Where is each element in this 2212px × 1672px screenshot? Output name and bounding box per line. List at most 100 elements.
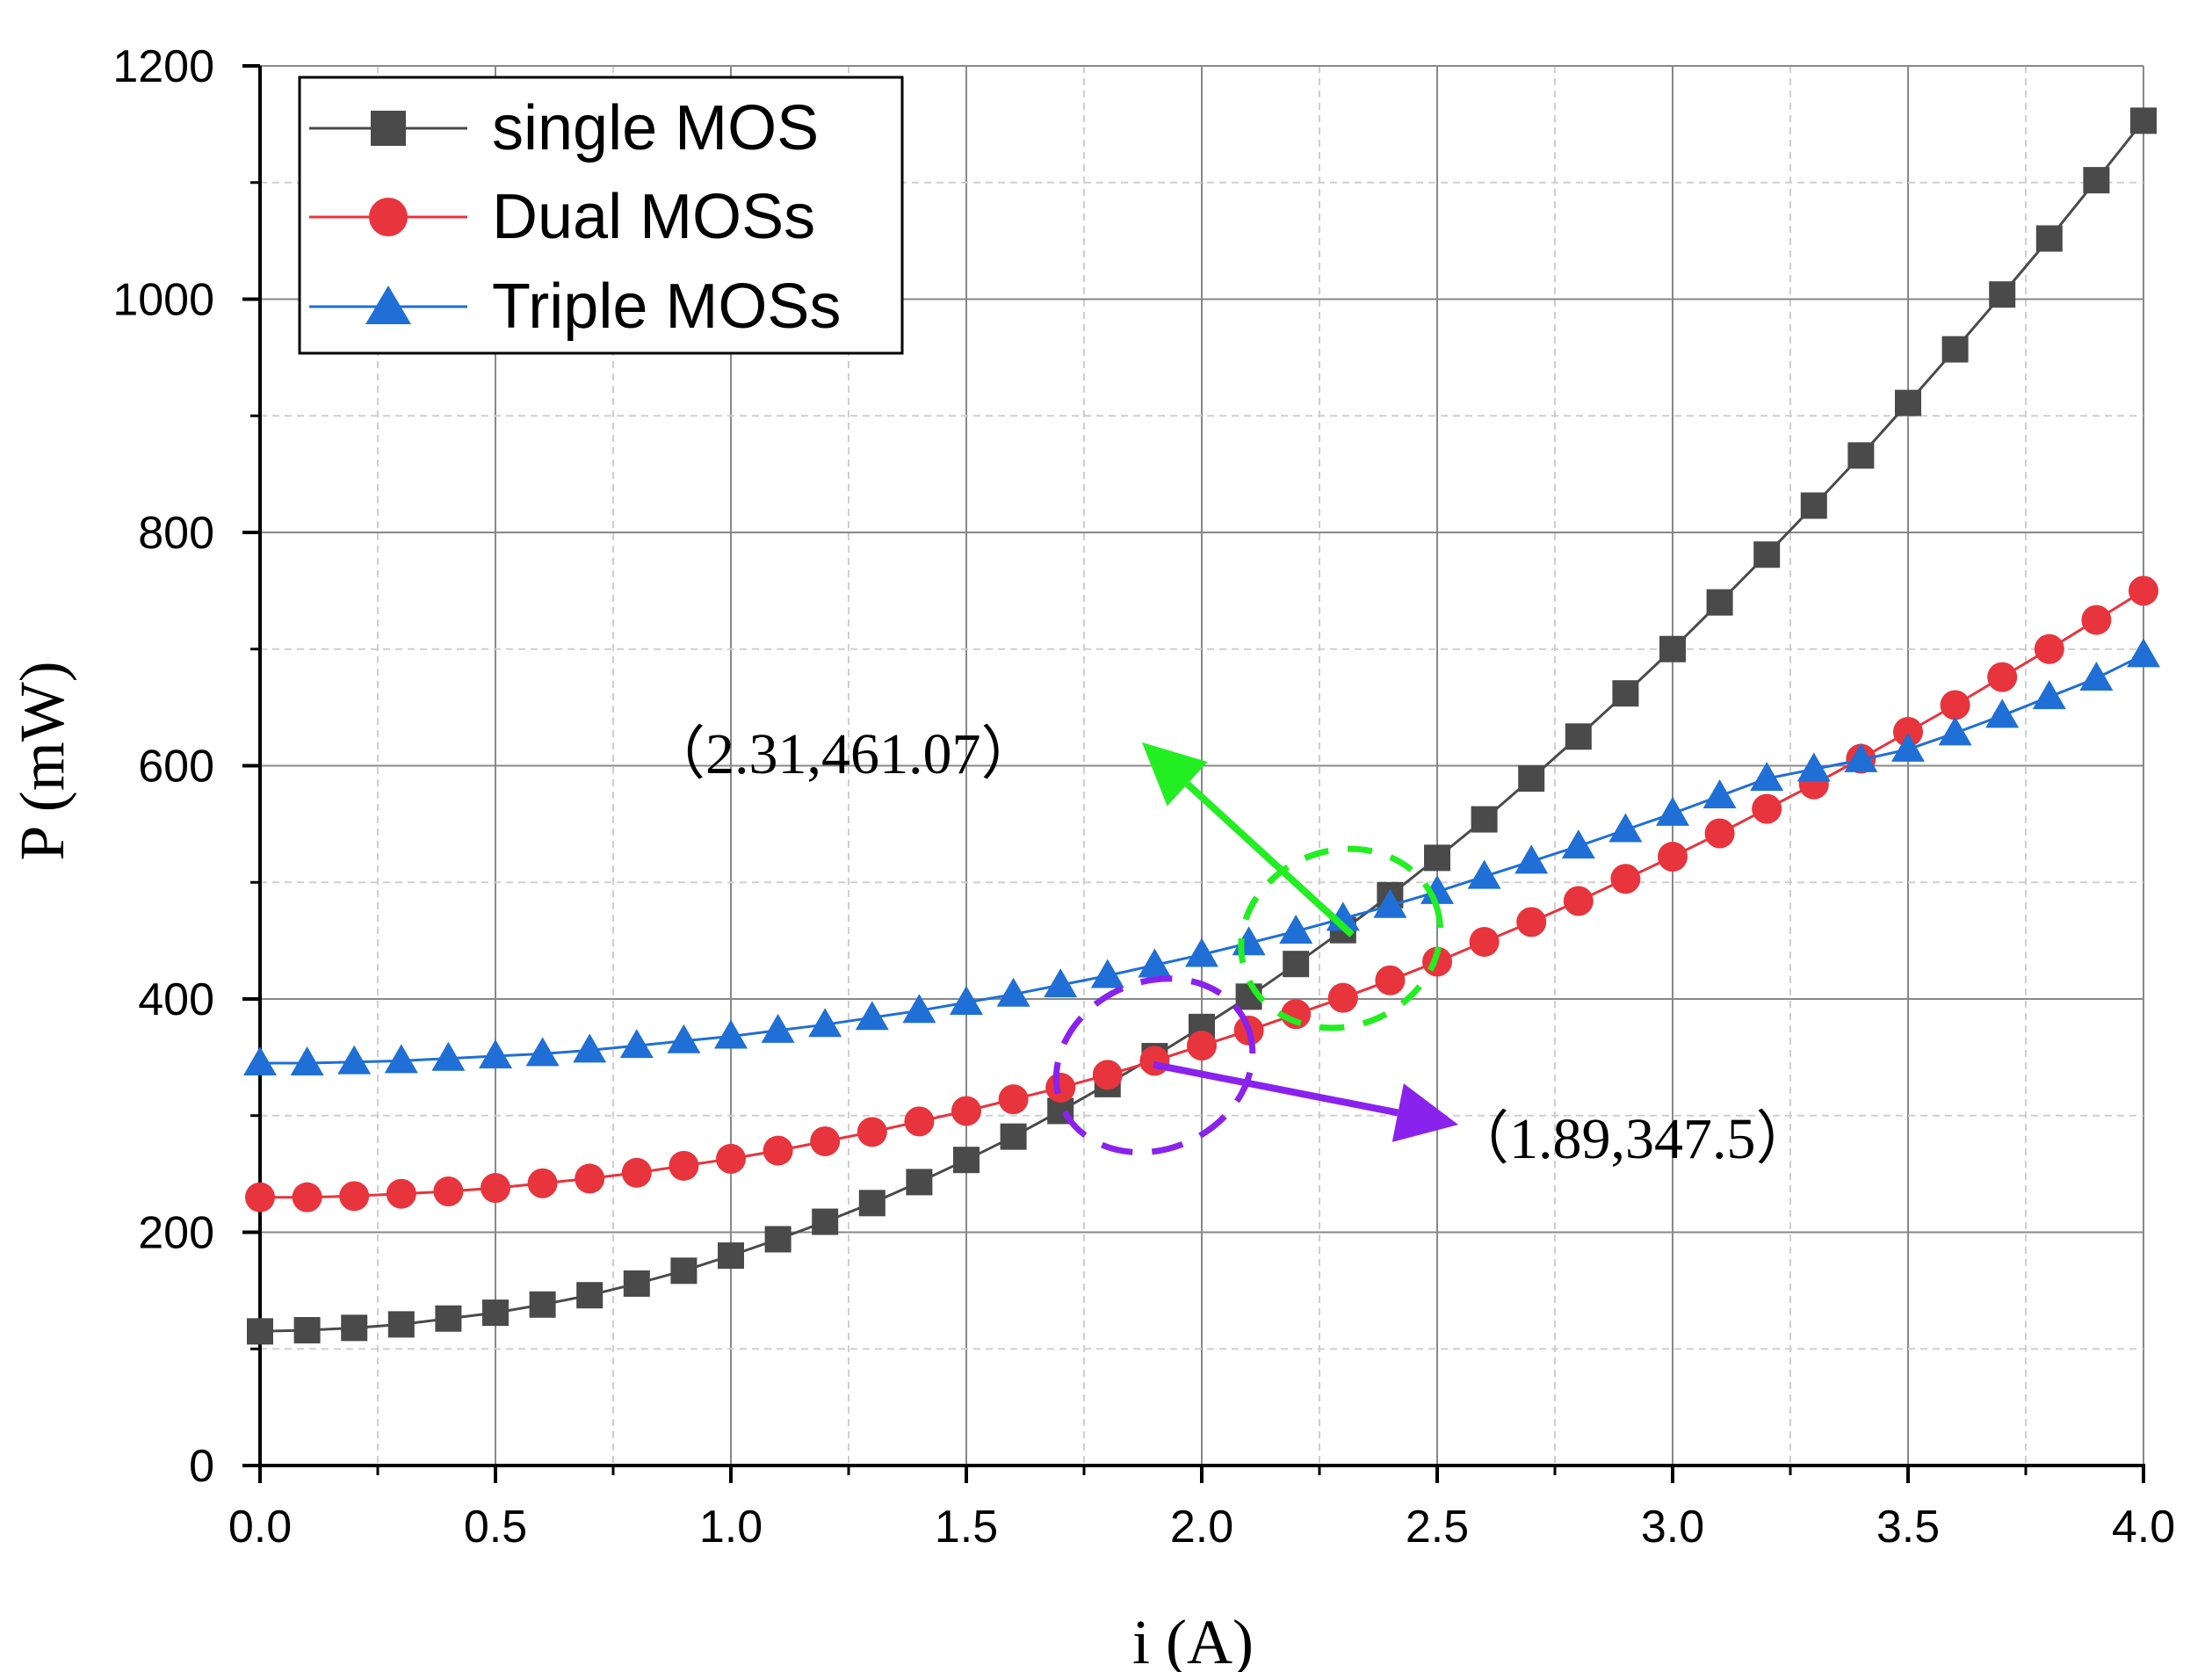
y-tick-label: 800 bbox=[138, 508, 214, 559]
data-point-triple-moss bbox=[1090, 959, 1124, 988]
data-point-dual-moss bbox=[1752, 793, 1782, 824]
data-point-single-mos bbox=[1518, 765, 1545, 793]
data-point-dual-moss bbox=[621, 1157, 652, 1188]
data-point-single-mos bbox=[953, 1147, 979, 1174]
data-point-triple-moss bbox=[1938, 716, 1972, 746]
annotations: （2.31,461.07） （1.89,347.5） bbox=[647, 722, 1814, 1171]
data-point-triple-moss bbox=[2127, 638, 2160, 668]
data-point-dual-moss bbox=[1375, 965, 1406, 995]
series-group bbox=[243, 107, 2160, 1345]
legend-marker-square bbox=[371, 111, 406, 146]
data-point-single-mos bbox=[1941, 336, 1969, 363]
data-point-single-mos bbox=[1847, 442, 1875, 469]
data-point-triple-moss bbox=[1844, 742, 1878, 772]
annotation-ellipse-green bbox=[1238, 845, 1444, 1031]
data-point-single-mos bbox=[2083, 167, 2110, 194]
y-tick-label: 1200 bbox=[112, 41, 214, 92]
data-point-triple-moss bbox=[479, 1039, 512, 1069]
data-point-triple-moss bbox=[1044, 968, 1078, 998]
data-point-triple-moss bbox=[525, 1037, 560, 1067]
x-tick-label: 0.5 bbox=[464, 1502, 527, 1553]
data-point-dual-moss bbox=[1469, 926, 1500, 957]
arrow-head bbox=[1392, 1083, 1458, 1142]
x-tick-label: 0.0 bbox=[228, 1502, 292, 1553]
data-point-dual-moss bbox=[339, 1181, 370, 1212]
data-point-triple-moss bbox=[1891, 732, 1925, 762]
data-point-dual-moss bbox=[857, 1117, 887, 1147]
data-point-dual-moss bbox=[1563, 886, 1594, 916]
data-point-triple-moss bbox=[1750, 762, 1784, 792]
data-point-dual-moss bbox=[1187, 1031, 1217, 1061]
data-point-single-mos bbox=[623, 1270, 650, 1297]
data-point-single-mos bbox=[1424, 844, 1450, 872]
data-point-dual-moss bbox=[2034, 633, 2064, 664]
data-point-triple-moss bbox=[855, 1001, 889, 1031]
arrow-shaft bbox=[1153, 1060, 1399, 1117]
data-point-dual-moss bbox=[2129, 575, 2158, 606]
annotation-label-purple: （1.89,347.5） bbox=[1451, 1107, 1814, 1171]
data-point-single-mos bbox=[1000, 1123, 1027, 1150]
data-point-single-mos bbox=[387, 1311, 415, 1338]
data-point-dual-moss bbox=[1610, 864, 1641, 894]
data-point-single-mos bbox=[1283, 951, 1310, 978]
data-point-dual-moss bbox=[292, 1182, 322, 1212]
data-point-single-mos bbox=[1989, 281, 2016, 308]
data-point-triple-moss bbox=[384, 1044, 418, 1074]
legend-item-triple-mos: Triple MOSs bbox=[309, 271, 841, 342]
data-point-single-mos bbox=[2130, 107, 2157, 134]
data-point-single-mos bbox=[576, 1282, 604, 1309]
data-point-single-mos bbox=[247, 1318, 273, 1345]
data-point-dual-moss bbox=[1092, 1060, 1123, 1090]
data-point-dual-moss bbox=[904, 1106, 935, 1137]
data-point-single-mos bbox=[529, 1291, 556, 1318]
data-point-triple-moss bbox=[337, 1045, 372, 1075]
legend-label: Triple MOSs bbox=[492, 271, 841, 342]
y-tick-label: 600 bbox=[138, 742, 214, 793]
data-point-single-mos bbox=[341, 1314, 368, 1342]
data-point-single-mos bbox=[1659, 635, 1686, 662]
data-point-dual-moss bbox=[481, 1173, 510, 1204]
arrow-shaft bbox=[1184, 781, 1355, 937]
data-point-single-mos bbox=[1800, 492, 1827, 519]
x-tick-label: 2.5 bbox=[1406, 1502, 1469, 1553]
data-point-triple-moss bbox=[761, 1013, 795, 1043]
data-point-single-mos bbox=[1612, 680, 1639, 707]
y-axis-title: P (mW) bbox=[7, 661, 77, 860]
data-point-dual-moss bbox=[1045, 1072, 1076, 1103]
data-point-triple-moss bbox=[2079, 661, 2114, 691]
legend-marker-triangle bbox=[365, 286, 411, 324]
x-tick-label: 3.0 bbox=[1641, 1502, 1704, 1553]
data-point-single-mos bbox=[293, 1317, 321, 1344]
data-point-triple-moss bbox=[808, 1008, 842, 1038]
data-point-triple-moss bbox=[1702, 779, 1737, 809]
data-point-single-mos bbox=[1895, 389, 1921, 416]
annotation-arrow-purple bbox=[1153, 1060, 1458, 1142]
ticks: 0.0 0.5 1.0 1.5 2.0 2.5 3.0 3.5 4.0 0 200 400 600 800… bbox=[112, 41, 2175, 1553]
data-point-dual-moss bbox=[1327, 982, 1358, 1013]
data-point-single-mos bbox=[718, 1242, 744, 1270]
data-point-single-mos bbox=[906, 1169, 933, 1196]
data-point-dual-moss bbox=[1516, 907, 1547, 937]
data-point-triple-moss bbox=[714, 1019, 748, 1049]
data-point-triple-moss bbox=[2032, 680, 2066, 710]
data-point-dual-moss bbox=[763, 1135, 793, 1166]
data-point-dual-moss bbox=[1139, 1046, 1170, 1076]
data-point-triple-moss bbox=[996, 977, 1030, 1007]
legend-label: Dual MOSs bbox=[492, 182, 815, 252]
data-point-dual-moss bbox=[2081, 604, 2112, 635]
data-point-triple-moss bbox=[1420, 874, 1454, 904]
data-point-triple-moss bbox=[1279, 915, 1313, 945]
data-point-triple-moss bbox=[1138, 948, 1172, 978]
legend-marker-circle bbox=[369, 198, 408, 236]
data-point-triple-moss bbox=[1985, 698, 2020, 728]
x-tick-label: 1.5 bbox=[935, 1502, 998, 1553]
data-point-triple-moss bbox=[290, 1046, 324, 1076]
data-point-dual-moss bbox=[527, 1168, 558, 1198]
data-point-dual-moss bbox=[245, 1182, 275, 1212]
data-point-single-mos bbox=[435, 1305, 462, 1332]
y-tick-label: 1000 bbox=[112, 275, 214, 326]
data-point-triple-moss bbox=[1656, 796, 1689, 826]
data-point-triple-moss bbox=[243, 1046, 277, 1076]
data-point-dual-moss bbox=[669, 1150, 699, 1181]
